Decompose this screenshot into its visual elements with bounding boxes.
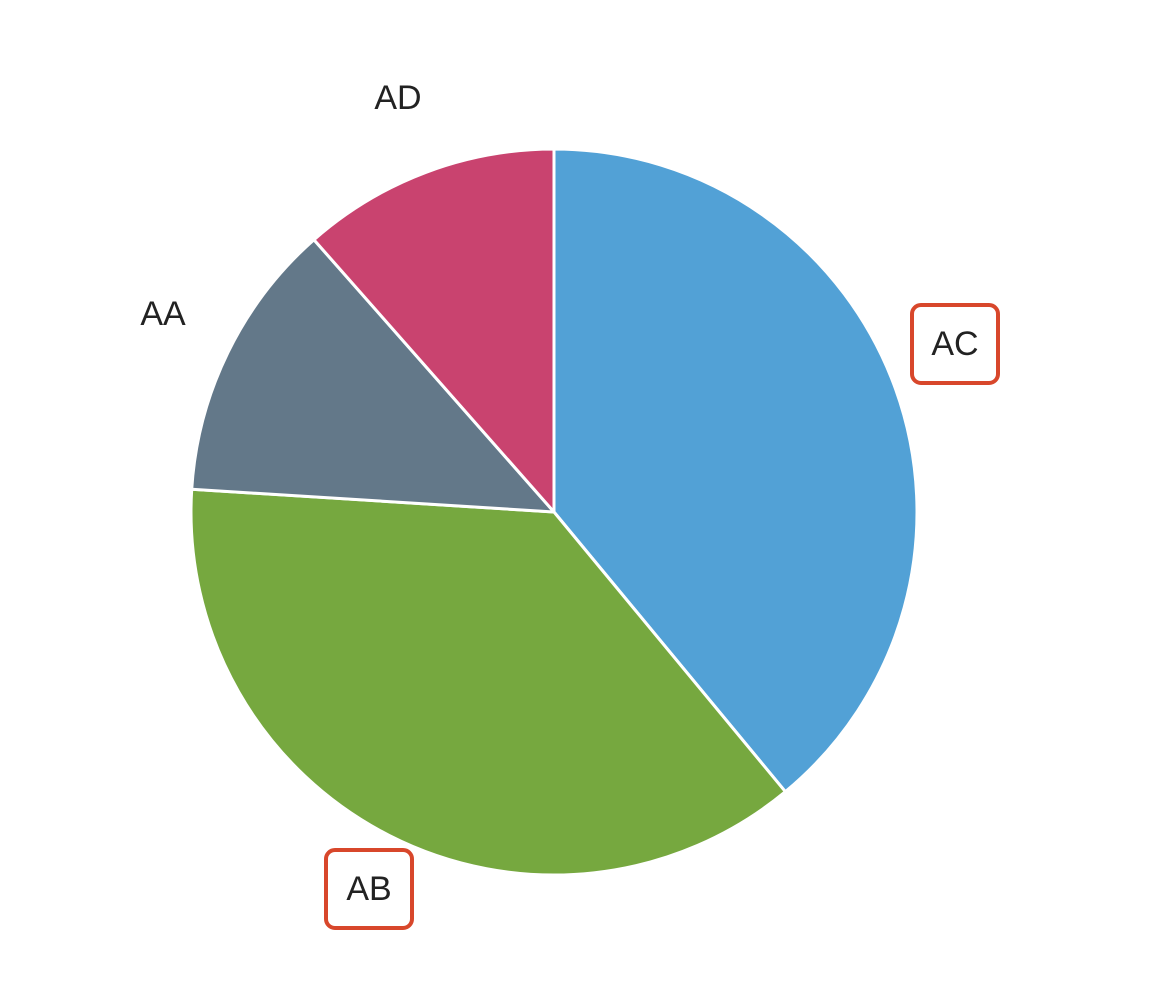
pie-labels: AC AB AA AD (140, 79, 1000, 930)
slice-label-ab: AB (324, 848, 414, 930)
pie-slice-ab[interactable] (189, 487, 787, 877)
slice-label-ad: AD (374, 79, 421, 117)
slice-label-text-ab: AB (346, 870, 391, 908)
slice-label-ac: AC (910, 303, 1000, 385)
pie-slices (189, 147, 919, 877)
pie-slice-aa[interactable] (190, 238, 556, 514)
slice-label-text-aa: AA (140, 295, 186, 333)
pie-slice-ac[interactable] (552, 147, 919, 794)
slice-label-aa: AA (140, 295, 186, 333)
slice-label-text-ac: AC (931, 325, 978, 363)
slice-label-text-ad: AD (374, 79, 421, 117)
label-highlight-box-ab (324, 848, 414, 930)
label-highlight-box-ac (910, 303, 1000, 385)
pie-slice-ad[interactable] (312, 147, 556, 514)
